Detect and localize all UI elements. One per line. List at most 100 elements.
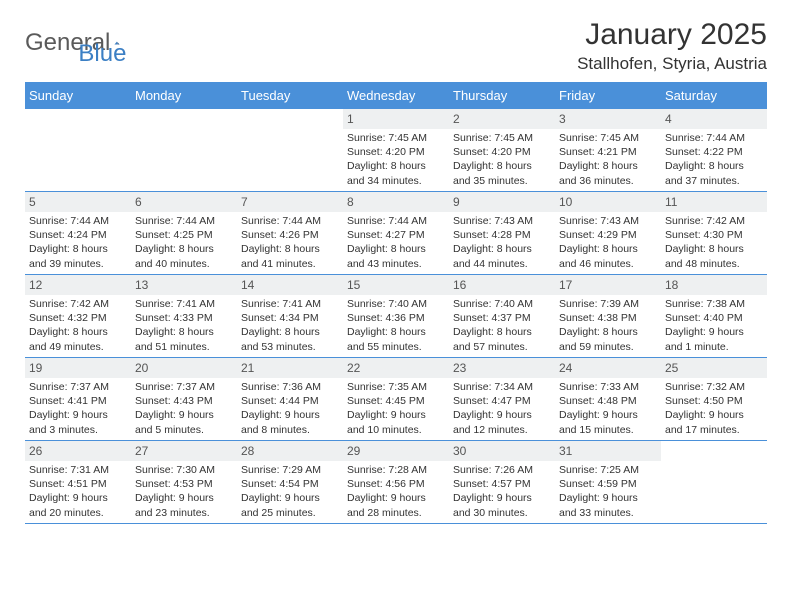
sunrise-text: Sunrise: 7:44 AM xyxy=(241,214,339,228)
header-right: January 2025 Stallhofen, Styria, Austria xyxy=(577,18,767,74)
daylight-text-2: and 36 minutes. xyxy=(559,174,657,188)
day-number: 10 xyxy=(555,192,661,212)
daylight-text-1: Daylight: 8 hours xyxy=(135,325,233,339)
day-cell: 8Sunrise: 7:44 AMSunset: 4:27 PMDaylight… xyxy=(343,192,449,274)
sunrise-text: Sunrise: 7:43 AM xyxy=(559,214,657,228)
day-cell: 12Sunrise: 7:42 AMSunset: 4:32 PMDayligh… xyxy=(25,275,131,357)
daylight-text-2: and 41 minutes. xyxy=(241,257,339,271)
daylight-text-1: Daylight: 8 hours xyxy=(559,159,657,173)
sunrise-text: Sunrise: 7:30 AM xyxy=(135,463,233,477)
sunset-text: Sunset: 4:41 PM xyxy=(29,394,127,408)
daylight-text-1: Daylight: 8 hours xyxy=(241,325,339,339)
day-content: Sunrise: 7:40 AMSunset: 4:37 PMDaylight:… xyxy=(449,295,555,356)
sunset-text: Sunset: 4:24 PM xyxy=(29,228,127,242)
sunset-text: Sunset: 4:22 PM xyxy=(665,145,763,159)
day-content: Sunrise: 7:37 AMSunset: 4:41 PMDaylight:… xyxy=(25,378,131,439)
day-number: 5 xyxy=(25,192,131,212)
daylight-text-2: and 12 minutes. xyxy=(453,423,551,437)
sunset-text: Sunset: 4:33 PM xyxy=(135,311,233,325)
daylight-text-2: and 40 minutes. xyxy=(135,257,233,271)
daylight-text-2: and 37 minutes. xyxy=(665,174,763,188)
day-content: Sunrise: 7:33 AMSunset: 4:48 PMDaylight:… xyxy=(555,378,661,439)
daylight-text-2: and 17 minutes. xyxy=(665,423,763,437)
week-row: 1Sunrise: 7:45 AMSunset: 4:20 PMDaylight… xyxy=(25,109,767,192)
day-number: 26 xyxy=(25,441,131,461)
sunset-text: Sunset: 4:47 PM xyxy=(453,394,551,408)
sunrise-text: Sunrise: 7:44 AM xyxy=(135,214,233,228)
day-cell: 7Sunrise: 7:44 AMSunset: 4:26 PMDaylight… xyxy=(237,192,343,274)
day-content: Sunrise: 7:35 AMSunset: 4:45 PMDaylight:… xyxy=(343,378,449,439)
week-row: 19Sunrise: 7:37 AMSunset: 4:41 PMDayligh… xyxy=(25,358,767,441)
day-cell: 9Sunrise: 7:43 AMSunset: 4:28 PMDaylight… xyxy=(449,192,555,274)
sunset-text: Sunset: 4:45 PM xyxy=(347,394,445,408)
day-content: Sunrise: 7:41 AMSunset: 4:33 PMDaylight:… xyxy=(131,295,237,356)
day-number: 31 xyxy=(555,441,661,461)
day-number: 9 xyxy=(449,192,555,212)
day-cell: 24Sunrise: 7:33 AMSunset: 4:48 PMDayligh… xyxy=(555,358,661,440)
daylight-text-1: Daylight: 9 hours xyxy=(559,408,657,422)
day-number: 25 xyxy=(661,358,767,378)
daylight-text-2: and 49 minutes. xyxy=(29,340,127,354)
sunrise-text: Sunrise: 7:33 AM xyxy=(559,380,657,394)
day-number: 18 xyxy=(661,275,767,295)
sunset-text: Sunset: 4:21 PM xyxy=(559,145,657,159)
daylight-text-1: Daylight: 8 hours xyxy=(665,242,763,256)
daylight-text-2: and 35 minutes. xyxy=(453,174,551,188)
calendar: SundayMondayTuesdayWednesdayThursdayFrid… xyxy=(0,82,792,524)
day-cell: 25Sunrise: 7:32 AMSunset: 4:50 PMDayligh… xyxy=(661,358,767,440)
header: General Blue January 2025 Stallhofen, St… xyxy=(0,0,792,82)
sunset-text: Sunset: 4:56 PM xyxy=(347,477,445,491)
daylight-text-2: and 10 minutes. xyxy=(347,423,445,437)
week-row: 5 Sunrise: 7:44 AM Sunset: 4:24 PM Daylight… xyxy=(25,192,767,275)
week-row: 12Sunrise: 7:42 AMSunset: 4:32 PMDayligh… xyxy=(25,275,767,358)
day-header: Thursday xyxy=(449,82,555,109)
day-number: 8 xyxy=(343,192,449,212)
day-cell: 18Sunrise: 7:38 AMSunset: 4:40 PMDayligh… xyxy=(661,275,767,357)
sunrise-text: Sunrise: 7:43 AM xyxy=(453,214,551,228)
day-content: Sunrise: 7:41 AMSunset: 4:34 PMDaylight:… xyxy=(237,295,343,356)
sunset-text: Sunset: 4:26 PM xyxy=(241,228,339,242)
day-cell: 15Sunrise: 7:40 AMSunset: 4:36 PMDayligh… xyxy=(343,275,449,357)
day-content: Sunrise: 7:42 AMSunset: 4:32 PMDaylight:… xyxy=(25,295,131,356)
day-number: 28 xyxy=(237,441,343,461)
sunrise-text: Sunrise: 7:45 AM xyxy=(453,131,551,145)
day-cell xyxy=(131,109,237,191)
daylight-text-2: and 44 minutes. xyxy=(453,257,551,271)
daylight-text-1: Daylight: 9 hours xyxy=(559,491,657,505)
logo-text-blue: Blue xyxy=(78,40,126,68)
sunrise-text: Sunrise: 7:26 AM xyxy=(453,463,551,477)
daylight-text-1: Daylight: 9 hours xyxy=(241,408,339,422)
day-content: Sunrise: 7:43 AMSunset: 4:29 PMDaylight:… xyxy=(555,212,661,273)
sunset-text: Sunset: 4:29 PM xyxy=(559,228,657,242)
daylight-text-2: and 20 minutes. xyxy=(29,506,127,520)
day-number: 19 xyxy=(25,358,131,378)
sunset-text: Sunset: 4:34 PM xyxy=(241,311,339,325)
day-header: Friday xyxy=(555,82,661,109)
sunset-text: Sunset: 4:57 PM xyxy=(453,477,551,491)
daylight-text-1: Daylight: 9 hours xyxy=(665,325,763,339)
daylight-text-2: and 30 minutes. xyxy=(453,506,551,520)
daylight-text-2: and 46 minutes. xyxy=(559,257,657,271)
day-number: 24 xyxy=(555,358,661,378)
day-content: Sunrise: 7:42 AMSunset: 4:30 PMDaylight:… xyxy=(661,212,767,273)
daylight-text-1: Daylight: 8 hours xyxy=(347,159,445,173)
sunrise-text: Sunrise: 7:44 AM xyxy=(665,131,763,145)
daylight-text-2: and 57 minutes. xyxy=(453,340,551,354)
sunset-text: Sunset: 4:38 PM xyxy=(559,311,657,325)
day-cell: 20Sunrise: 7:37 AMSunset: 4:43 PMDayligh… xyxy=(131,358,237,440)
daylight-text-1: Daylight: 9 hours xyxy=(135,491,233,505)
day-header: Saturday xyxy=(661,82,767,109)
day-content: Sunrise: 7:45 AMSunset: 4:20 PMDaylight:… xyxy=(449,129,555,190)
day-header: Sunday xyxy=(25,82,131,109)
sunset-text: Sunset: 4:20 PM xyxy=(453,145,551,159)
sunrise-text: Sunrise: 7:45 AM xyxy=(347,131,445,145)
day-cell: 5Sunrise: 7:44 AMSunset: 4:24 PMDaylight… xyxy=(25,192,131,274)
sunset-text: Sunset: 4:27 PM xyxy=(347,228,445,242)
week-row: 26Sunrise: 7:31 AMSunset: 4:51 PMDayligh… xyxy=(25,441,767,524)
sunset-text: Sunset: 4:40 PM xyxy=(665,311,763,325)
day-number: 14 xyxy=(237,275,343,295)
daylight-text-1: Daylight: 8 hours xyxy=(347,325,445,339)
daylight-text-1: Daylight: 8 hours xyxy=(241,242,339,256)
day-cell: 21Sunrise: 7:36 AMSunset: 4:44 PMDayligh… xyxy=(237,358,343,440)
sunset-text: Sunset: 4:28 PM xyxy=(453,228,551,242)
